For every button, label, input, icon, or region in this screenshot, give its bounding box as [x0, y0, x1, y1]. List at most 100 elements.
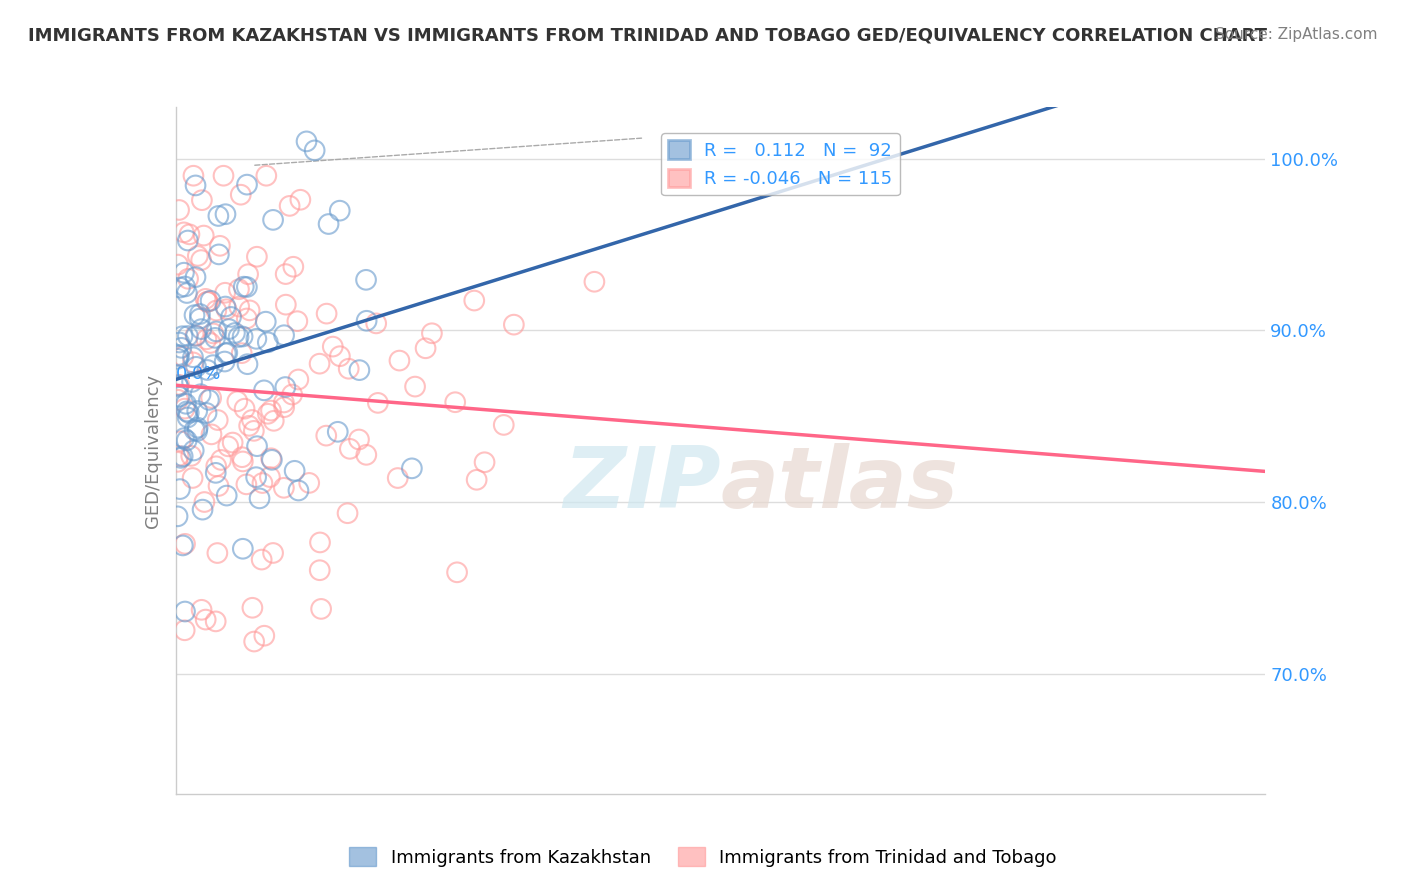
Immigrants from Trinidad and Tobago [388, 353, 411, 368]
Immigrants from Trinidad and Tobago [190, 603, 212, 617]
Immigrants from Trinidad and Tobago [180, 449, 202, 463]
Immigrants from Kazakhstan [349, 363, 371, 377]
Immigrants from Kazakhstan [169, 390, 191, 404]
Immigrants from Kazakhstan [187, 420, 209, 434]
Immigrants from Kazakhstan [219, 310, 242, 324]
Immigrants from Trinidad and Tobago [465, 473, 488, 487]
Immigrants from Kazakhstan [176, 410, 198, 425]
Immigrants from Kazakhstan [318, 217, 340, 231]
Immigrants from Trinidad and Tobago [308, 563, 330, 577]
Immigrants from Trinidad and Tobago [174, 537, 197, 551]
Immigrants from Kazakhstan [169, 335, 191, 350]
Immigrants from Trinidad and Tobago [242, 600, 264, 615]
Immigrants from Kazakhstan [262, 213, 284, 227]
Immigrants from Trinidad and Tobago [233, 401, 256, 416]
Immigrants from Trinidad and Tobago [337, 361, 360, 376]
Immigrants from Kazakhstan [201, 358, 224, 372]
Immigrants from Kazakhstan [166, 509, 188, 524]
Immigrants from Kazakhstan [188, 307, 211, 321]
Immigrants from Trinidad and Tobago [287, 372, 309, 386]
Immigrants from Trinidad and Tobago [298, 475, 321, 490]
Immigrants from Kazakhstan [260, 453, 283, 467]
Immigrants from Kazakhstan [176, 404, 198, 418]
Immigrants from Kazakhstan [236, 357, 259, 371]
Immigrants from Trinidad and Tobago [404, 379, 426, 393]
Immigrants from Kazakhstan [329, 203, 352, 218]
Immigrants from Trinidad and Tobago [387, 471, 409, 485]
Immigrants from Trinidad and Tobago [236, 311, 259, 326]
Immigrants from Kazakhstan [200, 293, 222, 308]
Immigrants from Trinidad and Tobago [231, 346, 253, 360]
Immigrants from Kazakhstan [232, 541, 254, 556]
Immigrants from Trinidad and Tobago [278, 199, 301, 213]
Text: ZIP: ZIP [562, 443, 721, 526]
Immigrants from Kazakhstan [245, 332, 267, 346]
Immigrants from Trinidad and Tobago [205, 459, 228, 474]
Immigrants from Trinidad and Tobago [204, 615, 226, 629]
Immigrants from Kazakhstan [183, 423, 205, 437]
Immigrants from Trinidad and Tobago [202, 326, 225, 341]
Immigrants from Trinidad and Tobago [200, 391, 222, 405]
Immigrants from Trinidad and Tobago [173, 226, 195, 240]
Immigrants from Kazakhstan [183, 308, 205, 322]
Immigrants from Trinidad and Tobago [283, 260, 305, 274]
Immigrants from Trinidad and Tobago [200, 335, 222, 350]
Immigrants from Trinidad and Tobago [226, 394, 249, 409]
Immigrants from Kazakhstan [166, 351, 188, 366]
Text: 0.0%: 0.0% [176, 365, 221, 383]
Immigrants from Trinidad and Tobago [236, 267, 259, 281]
Immigrants from Kazakhstan [304, 144, 326, 158]
Immigrants from Trinidad and Tobago [191, 193, 214, 207]
Immigrants from Kazakhstan [218, 322, 240, 336]
Immigrants from Trinidad and Tobago [347, 433, 370, 447]
Immigrants from Trinidad and Tobago [167, 392, 190, 407]
Immigrants from Kazakhstan [232, 279, 254, 293]
Immigrants from Kazakhstan [326, 425, 349, 439]
Immigrants from Trinidad and Tobago [274, 267, 297, 281]
Immigrants from Kazakhstan [173, 431, 195, 445]
Immigrants from Kazakhstan [169, 280, 191, 294]
Immigrants from Trinidad and Tobago [274, 298, 297, 312]
Immigrants from Kazakhstan [224, 326, 246, 340]
Immigrants from Kazakhstan [190, 322, 212, 336]
Immigrants from Kazakhstan [214, 207, 236, 221]
Immigrants from Trinidad and Tobago [228, 282, 250, 296]
Immigrants from Trinidad and Tobago [197, 294, 219, 309]
Immigrants from Trinidad and Tobago [583, 275, 606, 289]
Immigrants from Kazakhstan [184, 178, 207, 193]
Immigrants from Kazakhstan [249, 491, 271, 506]
Immigrants from Trinidad and Tobago [221, 435, 243, 450]
Immigrants from Kazakhstan [186, 424, 208, 438]
Immigrants from Trinidad and Tobago [262, 546, 284, 560]
Immigrants from Kazakhstan [215, 489, 238, 503]
Immigrants from Kazakhstan [174, 605, 197, 619]
Immigrants from Kazakhstan [170, 450, 193, 465]
Immigrants from Trinidad and Tobago [194, 613, 217, 627]
Immigrants from Kazakhstan [191, 502, 214, 516]
Immigrants from Trinidad and Tobago [172, 350, 194, 364]
Immigrants from Kazakhstan [284, 464, 307, 478]
Immigrants from Trinidad and Tobago [253, 629, 276, 643]
Immigrants from Kazakhstan [204, 466, 226, 480]
Immigrants from Kazakhstan [232, 329, 254, 343]
Immigrants from Trinidad and Tobago [167, 377, 190, 392]
Immigrants from Trinidad and Tobago [173, 401, 195, 416]
Immigrants from Trinidad and Tobago [446, 566, 468, 580]
Immigrants from Trinidad and Tobago [167, 449, 190, 463]
Immigrants from Kazakhstan [214, 354, 236, 368]
Legend: Immigrants from Kazakhstan, Immigrants from Trinidad and Tobago: Immigrants from Kazakhstan, Immigrants f… [342, 840, 1064, 874]
Immigrants from Trinidad and Tobago [308, 357, 330, 371]
Immigrants from Trinidad and Tobago [254, 169, 277, 183]
Immigrants from Trinidad and Tobago [356, 448, 378, 462]
Immigrants from Kazakhstan [274, 380, 297, 394]
Immigrants from Trinidad and Tobago [179, 227, 201, 242]
Immigrants from Kazakhstan [184, 329, 207, 343]
Immigrants from Kazakhstan [401, 461, 423, 475]
Immigrants from Trinidad and Tobago [193, 228, 215, 243]
Immigrants from Trinidad and Tobago [166, 455, 188, 469]
Immigrants from Kazakhstan [254, 315, 277, 329]
Immigrants from Kazakhstan [181, 350, 204, 364]
Immigrants from Kazakhstan [245, 470, 267, 484]
Immigrants from Trinidad and Tobago [212, 169, 235, 183]
Immigrants from Kazakhstan [246, 439, 269, 453]
